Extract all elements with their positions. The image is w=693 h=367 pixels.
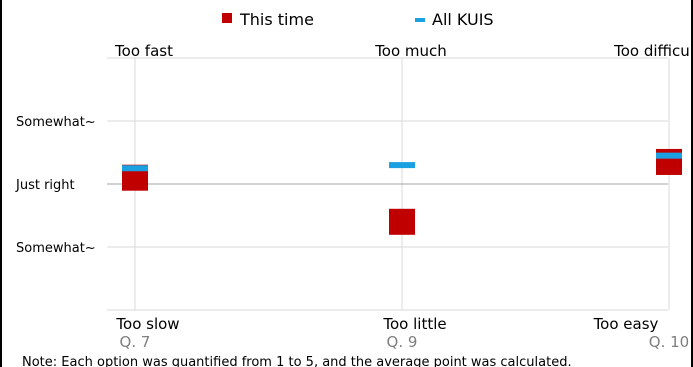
y-axis-labels: Somewhat~ Just right Somewhat~ [15, 115, 96, 256]
bottom-labels: Too slow Too little Too easy [115, 315, 658, 333]
top-labels: Too fast Too much Too difficult [114, 42, 693, 60]
top-label-2: Too difficult [613, 42, 693, 60]
legend-this-time-label: This time [239, 10, 314, 29]
legend: This time All KUIS [222, 10, 494, 29]
legend-all-kuis-swatch [415, 18, 425, 22]
marker-all-kuis-1 [389, 162, 415, 169]
marker-all-kuis-2 [656, 152, 682, 159]
marker-all-kuis-0 [122, 165, 148, 172]
bottom-label-0: Too slow [115, 315, 179, 333]
marker-this-time-1 [389, 208, 415, 235]
legend-all-kuis-label: All KUIS [432, 10, 494, 29]
legend-this-time-swatch [222, 13, 232, 23]
top-label-1: Too much [374, 42, 447, 60]
top-label-0: Too fast [114, 42, 173, 60]
category-label-2: Q. 10 [649, 333, 689, 351]
y-tick-label-0: Somewhat~ [16, 115, 96, 130]
category-label-0: Q. 7 [120, 333, 151, 351]
bottom-label-2: Too easy [593, 315, 659, 333]
category-labels: Q. 7 Q. 9 Q. 10 [120, 333, 690, 351]
category-label-1: Q. 9 [387, 333, 418, 351]
y-tick-label-2: Somewhat~ [16, 241, 96, 256]
bottom-label-1: Too little [382, 315, 446, 333]
grid [107, 57, 670, 311]
y-tick-label-1: Just right [15, 178, 75, 193]
data-marks [122, 148, 682, 235]
chart-note: Note: Each option was quantified from 1 … [22, 355, 572, 367]
